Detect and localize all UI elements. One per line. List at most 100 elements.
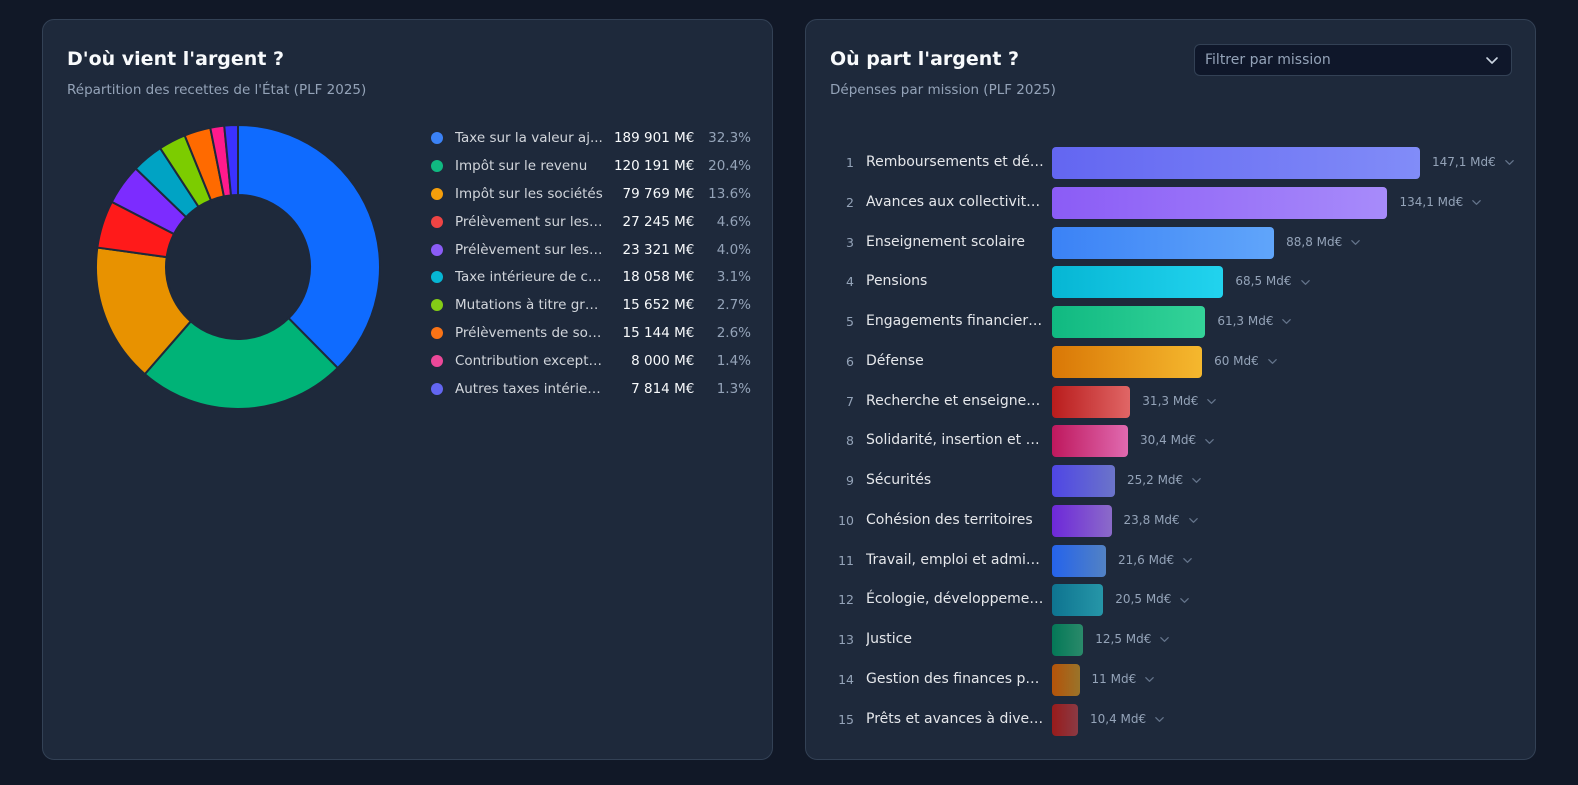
legend-item[interactable]: Prélèvement sur les ... 27 245 M€ 4.6% xyxy=(431,208,751,236)
mission-value-group[interactable]: 147,1 Md€ xyxy=(1432,143,1515,183)
legend-label: Taxe intérieure de co... xyxy=(455,269,604,286)
mission-bar[interactable] xyxy=(1052,306,1206,338)
mission-bar[interactable] xyxy=(1052,266,1224,299)
donut-slice-1[interactable] xyxy=(237,124,381,370)
mission-value-group[interactable]: 134,1 Md€ xyxy=(1399,183,1482,223)
mission-value-group[interactable]: 88,8 Md€ xyxy=(1286,223,1361,263)
mission-value: 25,2 Md€ xyxy=(1127,473,1184,487)
mission-rank: 1 xyxy=(846,155,854,170)
legend-label: Taxe sur la valeur aj... xyxy=(455,129,603,146)
revenue-donut-chart xyxy=(95,124,381,410)
chevron-down-icon[interactable] xyxy=(1179,595,1190,606)
mission-rank: 5 xyxy=(846,314,854,329)
mission-value-group[interactable]: 21,6 Md€ xyxy=(1118,541,1193,581)
mission-value: 11 Md€ xyxy=(1091,671,1137,686)
mission-label: Justice xyxy=(866,631,912,647)
legend-item[interactable]: Impôt sur le revenu 120 191 M€ 20.4% xyxy=(431,152,751,180)
mission-bar[interactable] xyxy=(1052,544,1107,577)
legend-dot xyxy=(431,159,443,172)
mission-value-group[interactable]: 31,3 Md€ xyxy=(1142,382,1217,422)
legend-percent: 1.3% xyxy=(716,380,752,397)
mission-bar[interactable] xyxy=(1052,186,1388,219)
mission-filter-select[interactable]: Filtrer par mission xyxy=(1194,44,1512,76)
mission-value: 30,4 Md€ xyxy=(1140,433,1197,448)
legend-item[interactable]: Prélèvements de soli... 15 144 M€ 2.6% xyxy=(431,319,751,347)
legend-percent: 3.1% xyxy=(716,269,752,286)
mission-row[interactable]: 10 Cohésion des territoires 23,8 Md€ xyxy=(806,501,1537,541)
mission-row[interactable]: 4 Pensions 68,5 Md€ xyxy=(806,262,1537,302)
chevron-down-icon[interactable] xyxy=(1206,396,1217,407)
mission-rank: 7 xyxy=(846,393,854,409)
mission-value-group[interactable]: 10,4 Md€ xyxy=(1090,700,1165,740)
revenue-title: D'où vient l'argent ? xyxy=(67,48,285,70)
chevron-down-icon[interactable] xyxy=(1154,714,1165,725)
mission-value-group[interactable]: 11 Md€ xyxy=(1092,660,1156,700)
mission-row[interactable]: 7 Recherche et enseignem... 31,3 Md€ xyxy=(806,382,1537,422)
chevron-down-icon[interactable] xyxy=(1204,436,1215,447)
mission-filter-placeholder: Filtrer par mission xyxy=(1205,52,1331,68)
mission-row[interactable]: 9 Sécurités 25,2 Md€ xyxy=(806,461,1537,501)
mission-bar[interactable] xyxy=(1052,425,1129,458)
mission-row[interactable]: 1 Remboursements et dég... 147,1 Md€ xyxy=(806,143,1537,183)
mission-bar[interactable] xyxy=(1052,226,1275,259)
mission-value: 134,1 Md€ xyxy=(1399,194,1464,209)
legend-dot xyxy=(431,271,443,284)
mission-value-group[interactable]: 25,2 Md€ xyxy=(1127,461,1202,501)
mission-value-group[interactable]: 61,3 Md€ xyxy=(1217,302,1292,342)
chevron-down-icon[interactable] xyxy=(1191,475,1202,486)
mission-value-group[interactable]: 68,5 Md€ xyxy=(1235,262,1310,302)
legend-item[interactable]: Taxe intérieure de co... 18 058 M€ 3.1% xyxy=(431,263,751,291)
mission-row[interactable]: 11 Travail, emploi et admini... 21,6 Md€ xyxy=(806,541,1537,581)
mission-bar[interactable] xyxy=(1052,703,1079,736)
mission-bar[interactable] xyxy=(1052,504,1112,537)
mission-bar[interactable] xyxy=(1052,465,1116,497)
legend-item[interactable]: Prélèvement sur les ... 23 321 M€ 4.0% xyxy=(431,236,751,264)
legend-item[interactable]: Autres taxes intérieures 7 814 M€ 1.3% xyxy=(431,375,751,403)
mission-row[interactable]: 13 Justice 12,5 Md€ xyxy=(806,620,1537,660)
mission-rank: 9 xyxy=(846,473,854,488)
mission-value-group[interactable]: 12,5 Md€ xyxy=(1095,620,1170,660)
mission-bar[interactable] xyxy=(1052,584,1104,617)
mission-value-group[interactable]: 60 Md€ xyxy=(1214,342,1278,382)
legend-item[interactable]: Mutations à titre gra... 15 652 M€ 2.7% xyxy=(431,291,751,319)
mission-row[interactable]: 12 Écologie, développemen... 20,5 Md€ xyxy=(806,580,1537,620)
legend-item[interactable]: Taxe sur la valeur aj... 189 901 M€ 32.3% xyxy=(431,124,751,152)
mission-row[interactable]: 15 Prêts et avances à divers... 10,4 Md€ xyxy=(806,700,1537,740)
mission-row[interactable]: 2 Avances aux collectivités ... 134,1 Md€ xyxy=(806,183,1537,223)
legend-dot xyxy=(431,131,443,144)
mission-bar[interactable] xyxy=(1052,385,1131,418)
legend-dot xyxy=(431,187,443,200)
chevron-down-icon[interactable] xyxy=(1188,515,1199,526)
mission-row[interactable]: 6 Défense 60 Md€ xyxy=(806,342,1537,382)
legend-item[interactable]: Impôt sur les sociétés 79 769 M€ 13.6% xyxy=(431,180,751,208)
mission-row[interactable]: 5 Engagements financiers ... 61,3 Md€ xyxy=(806,302,1537,342)
chevron-down-icon[interactable] xyxy=(1159,634,1170,645)
donut-slice-2[interactable] xyxy=(143,316,340,410)
mission-row[interactable]: 3 Enseignement scolaire 88,8 Md€ xyxy=(806,223,1537,263)
mission-value-group[interactable]: 30,4 Md€ xyxy=(1140,421,1215,461)
mission-bar[interactable] xyxy=(1052,345,1203,378)
legend-value: 189 901 M€ xyxy=(613,129,695,146)
chevron-down-icon[interactable] xyxy=(1504,157,1515,168)
legend-value: 27 245 M€ xyxy=(622,213,695,230)
mission-bar[interactable] xyxy=(1052,147,1420,179)
donut-slice-10[interactable] xyxy=(223,124,239,197)
mission-bar[interactable] xyxy=(1052,663,1080,696)
mission-value-group[interactable]: 23,8 Md€ xyxy=(1124,501,1199,541)
legend-percent: 2.7% xyxy=(716,297,752,314)
legend-item[interactable]: Contribution exceptio... 8 000 M€ 1.4% xyxy=(431,347,751,375)
chevron-down-icon[interactable] xyxy=(1350,237,1361,248)
mission-value-group[interactable]: 20,5 Md€ xyxy=(1115,580,1190,620)
mission-value: 60 Md€ xyxy=(1214,353,1259,368)
chevron-down-icon[interactable] xyxy=(1144,674,1155,685)
chevron-down-icon[interactable] xyxy=(1281,316,1292,327)
chevron-down-icon[interactable] xyxy=(1182,555,1193,566)
mission-value: 68,5 Md€ xyxy=(1235,274,1292,289)
mission-row[interactable]: 8 Solidarité, insertion et ég... 30,4 Md€ xyxy=(806,421,1537,461)
chevron-down-icon[interactable] xyxy=(1300,277,1311,288)
mission-row[interactable]: 14 Gestion des finances pu... 11 Md€ xyxy=(806,660,1537,700)
chevron-down-icon[interactable] xyxy=(1471,197,1482,208)
chevron-down-icon[interactable] xyxy=(1267,356,1278,367)
mission-bar[interactable] xyxy=(1052,624,1084,656)
revenue-legend: Taxe sur la valeur aj... 189 901 M€ 32.3% I… xyxy=(431,124,751,403)
